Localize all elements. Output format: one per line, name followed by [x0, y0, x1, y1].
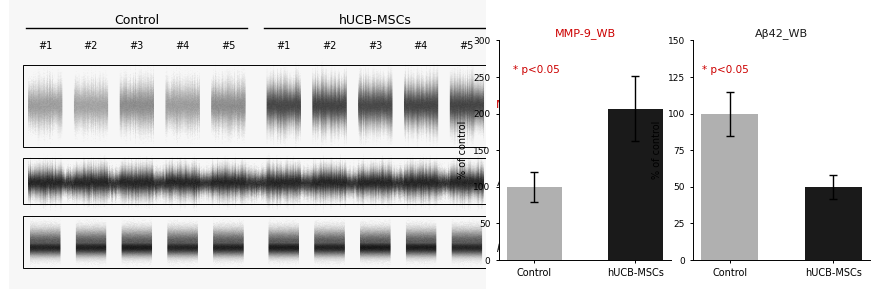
Text: hUCB-MSCs: hUCB-MSCs: [338, 14, 411, 27]
Bar: [23, 158, 488, 204]
Text: #1: #1: [38, 41, 52, 51]
Title: Aβ42_WB: Aβ42_WB: [755, 28, 808, 39]
Y-axis label: % of control: % of control: [652, 121, 662, 179]
Text: $\beta$-Actin: $\beta$-Actin: [496, 240, 537, 254]
Text: #3: #3: [368, 41, 382, 51]
Text: * p<0.05: * p<0.05: [513, 65, 560, 75]
Bar: [608, 109, 663, 260]
Text: Control: Control: [114, 14, 159, 27]
Title: MMP-9_WB: MMP-9_WB: [555, 28, 615, 39]
Text: #4: #4: [413, 41, 428, 51]
Text: #5: #5: [221, 41, 236, 51]
Bar: [804, 187, 862, 260]
Text: A$\beta$42: A$\beta$42: [496, 176, 526, 190]
Text: * p<0.05: * p<0.05: [702, 65, 749, 75]
Text: #2: #2: [84, 41, 98, 51]
Text: #2: #2: [322, 41, 336, 51]
Y-axis label: % of control: % of control: [457, 121, 468, 179]
Text: #5: #5: [459, 41, 474, 51]
Text: #3: #3: [130, 41, 144, 51]
Text: #1: #1: [276, 41, 291, 51]
Bar: [23, 216, 488, 268]
Bar: [23, 65, 488, 147]
Text: MMP-9: MMP-9: [496, 100, 533, 110]
Text: #4: #4: [175, 41, 190, 51]
Bar: [507, 187, 562, 260]
Bar: [701, 114, 758, 260]
